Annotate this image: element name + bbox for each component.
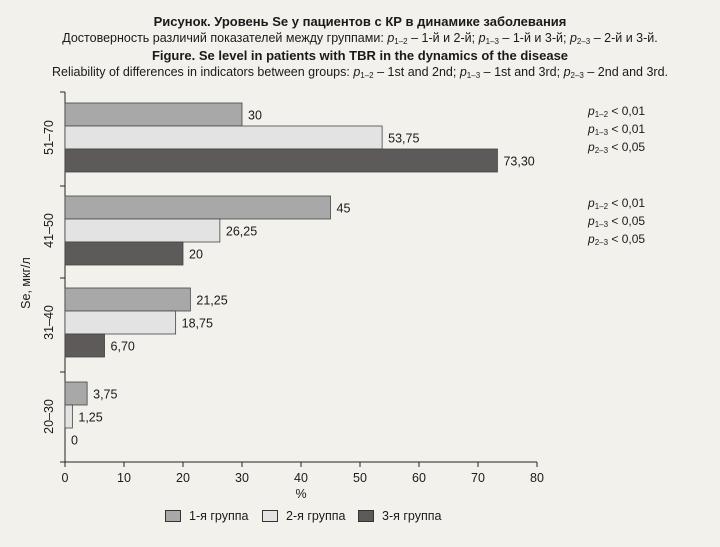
x-tick-label-40: 40 xyxy=(294,471,308,485)
legend-item-group1: 1-я группа xyxy=(165,507,248,525)
legend-label-group1: 1-я группа xyxy=(189,509,249,523)
data-label-category-3-series-1: 21,25 xyxy=(196,294,227,308)
x-axis-title: % xyxy=(295,487,306,501)
pvalue-box-51-70: p1–2 < 0,01 p1–3 < 0,01 p2–3 < 0,05 xyxy=(588,104,646,155)
data-label-category-1-series-3: 73,30 xyxy=(503,155,534,169)
legend-swatch-group2 xyxy=(262,510,278,522)
data-label-category-4-series-3: 0 xyxy=(71,434,78,448)
x-tick-label-60: 60 xyxy=(412,471,426,485)
pvalue-box-41-50: p1–2 < 0,01 p1–3 < 0,05 p2–3 < 0,05 xyxy=(588,196,646,247)
data-label-category-3-series-2: 18,75 xyxy=(182,317,213,331)
x-tick-label-0: 0 xyxy=(62,471,69,485)
y-tick-label-category-3: 31–40 xyxy=(42,305,56,340)
y-axis-title: Se, мкг/л xyxy=(19,257,33,309)
data-label-category-1-series-2: 53,75 xyxy=(388,132,419,146)
y-tick-label-category-4: 20–30 xyxy=(42,399,56,434)
bar-category-4-series-2 xyxy=(64,404,73,429)
subtitle-ru: Достоверность различий показателей между… xyxy=(62,31,658,46)
legend-swatch-group3 xyxy=(358,510,374,522)
y-tick-label-category-2: 41–50 xyxy=(42,213,56,248)
bar-category-1-series-3 xyxy=(64,148,498,173)
bar-category-2-series-2 xyxy=(64,218,221,243)
x-tick-label-10: 10 xyxy=(117,471,131,485)
bar-category-3-series-2 xyxy=(64,310,177,335)
data-label-category-3-series-3: 6,70 xyxy=(111,340,135,354)
bar-category-3-series-3 xyxy=(64,333,105,358)
title-en: Figure. Se level in patients with TBR in… xyxy=(151,48,569,63)
x-tick-label-80: 80 xyxy=(530,471,544,485)
data-label-category-4-series-1: 3,75 xyxy=(93,388,117,402)
bar-category-2-series-1 xyxy=(64,195,331,220)
data-label-category-2-series-1: 45 xyxy=(337,202,351,216)
data-label-category-1-series-1: 30 xyxy=(248,109,262,123)
x-tick-label-50: 50 xyxy=(353,471,367,485)
x-tick-label-20: 20 xyxy=(176,471,190,485)
bar-category-4-series-1 xyxy=(64,381,88,406)
data-label-category-2-series-2: 26,25 xyxy=(226,225,257,239)
y-tick-label-category-1: 51–70 xyxy=(42,120,56,155)
data-label-category-4-series-2: 1,25 xyxy=(78,411,102,425)
bar-category-1-series-2 xyxy=(64,125,383,150)
bar-category-1-series-1 xyxy=(64,102,243,127)
bar-category-2-series-3 xyxy=(64,241,184,266)
legend-swatch-group1 xyxy=(165,510,181,522)
legend-label-group2: 2-я группа xyxy=(286,509,346,523)
legend-item-group3: 3-я группа xyxy=(358,507,441,525)
data-label-category-2-series-3: 20 xyxy=(189,248,203,262)
subtitle-en: Reliability of differences in indicators… xyxy=(51,65,668,80)
x-tick-label-70: 70 xyxy=(471,471,485,485)
title-ru: Рисунок. Уровень Se у пациентов с КР в д… xyxy=(153,14,567,29)
bar-category-3-series-1 xyxy=(64,287,191,312)
x-tick-label-30: 30 xyxy=(235,471,249,485)
legend-item-group2: 2-я группа xyxy=(262,507,345,525)
legend-label-group3: 3-я группа xyxy=(382,509,442,523)
